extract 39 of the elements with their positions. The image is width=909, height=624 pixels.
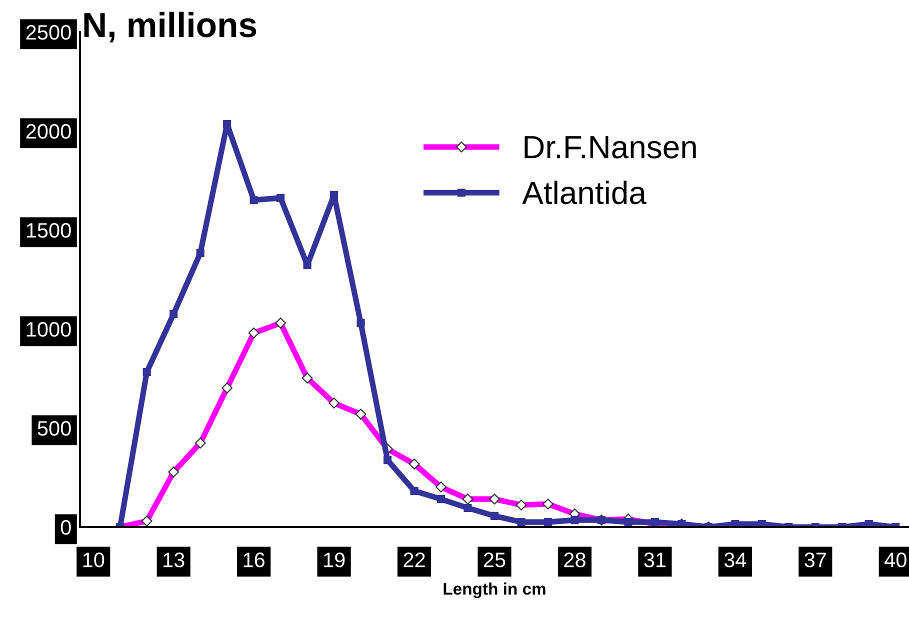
legend-label: Dr.F.Nansen (524, 136, 696, 158)
point (196, 248, 204, 257)
x-tick-label: 19 (324, 552, 345, 568)
point (330, 190, 338, 199)
point (410, 486, 418, 495)
chart-title: N, millions (84, 12, 256, 42)
x-tick-label: 10 (83, 552, 104, 568)
x-tick-label: 37 (804, 552, 826, 568)
x-axis-title: Length in cm (444, 582, 546, 598)
point (250, 196, 258, 204)
point (276, 194, 285, 202)
x-tick-label: 16 (244, 552, 264, 568)
point (303, 261, 312, 270)
point (170, 310, 178, 318)
x-tick-label: 34 (724, 552, 746, 568)
y-tick-label: 1000 (26, 322, 71, 337)
x-tick-label: 22 (404, 552, 425, 568)
point (464, 504, 472, 512)
x-tick-label: 28 (564, 552, 586, 568)
point (223, 120, 232, 128)
point (436, 495, 446, 504)
y-tick-label: 2500 (26, 25, 71, 40)
y-tick-label: 1500 (26, 223, 71, 238)
x-tick-label: 25 (484, 552, 506, 568)
point (570, 516, 579, 524)
y-tick-label: 500 (38, 421, 71, 436)
point (356, 319, 365, 328)
x-tick-label: 13 (164, 552, 184, 568)
point (384, 456, 392, 464)
point (624, 518, 632, 526)
legend-label: Atlantida (522, 180, 646, 204)
x-tick-label: 40 (884, 552, 906, 568)
y-tick-label: 2000 (26, 124, 71, 139)
y-tick-label: 0 (60, 520, 71, 535)
point (517, 518, 526, 526)
point (490, 512, 499, 520)
x-tick-label: 31 (644, 552, 666, 568)
point (142, 368, 151, 376)
point (544, 518, 552, 526)
